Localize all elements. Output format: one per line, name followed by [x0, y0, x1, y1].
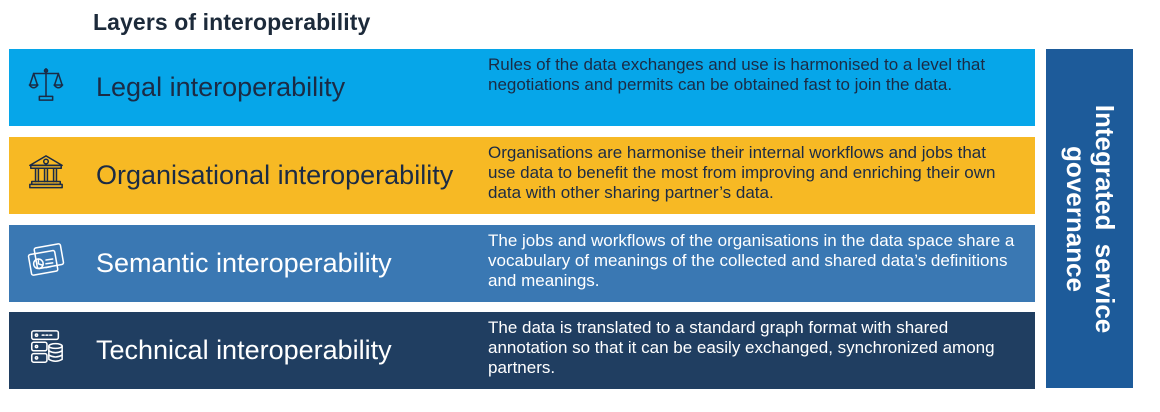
layer-description: The jobs and workflows of the organisati… [488, 231, 1015, 290]
layer-name: Semantic interoperability [96, 248, 392, 278]
layer-technical: Technical interoperability The data is t… [9, 312, 1035, 389]
governance-bar: Integrated service governance [1046, 49, 1133, 388]
documents-chart-icon [27, 241, 65, 279]
layer-legal: Legal interoperability Rules of the data… [9, 49, 1035, 126]
layer-name: Legal interoperability [96, 72, 346, 102]
layer-description: Organisations are harmonise their intern… [488, 143, 996, 202]
layer-semantic: Semantic interoperability The jobs and w… [9, 225, 1035, 302]
server-database-icon [27, 328, 65, 366]
layer-description: The data is translated to a standard gra… [488, 318, 995, 377]
layer-organisational: Organisational interoperability Organisa… [9, 137, 1035, 214]
diagram-title: Layers of interoperability [93, 9, 371, 35]
layer-name: Technical interoperability [96, 335, 392, 365]
governance-label: Integrated service governance [1060, 104, 1120, 333]
layer-description: Rules of the data exchanges and use is h… [488, 55, 986, 94]
bank-icon [27, 153, 65, 191]
scales-icon [27, 65, 65, 103]
layer-name: Organisational interoperability [96, 160, 454, 190]
